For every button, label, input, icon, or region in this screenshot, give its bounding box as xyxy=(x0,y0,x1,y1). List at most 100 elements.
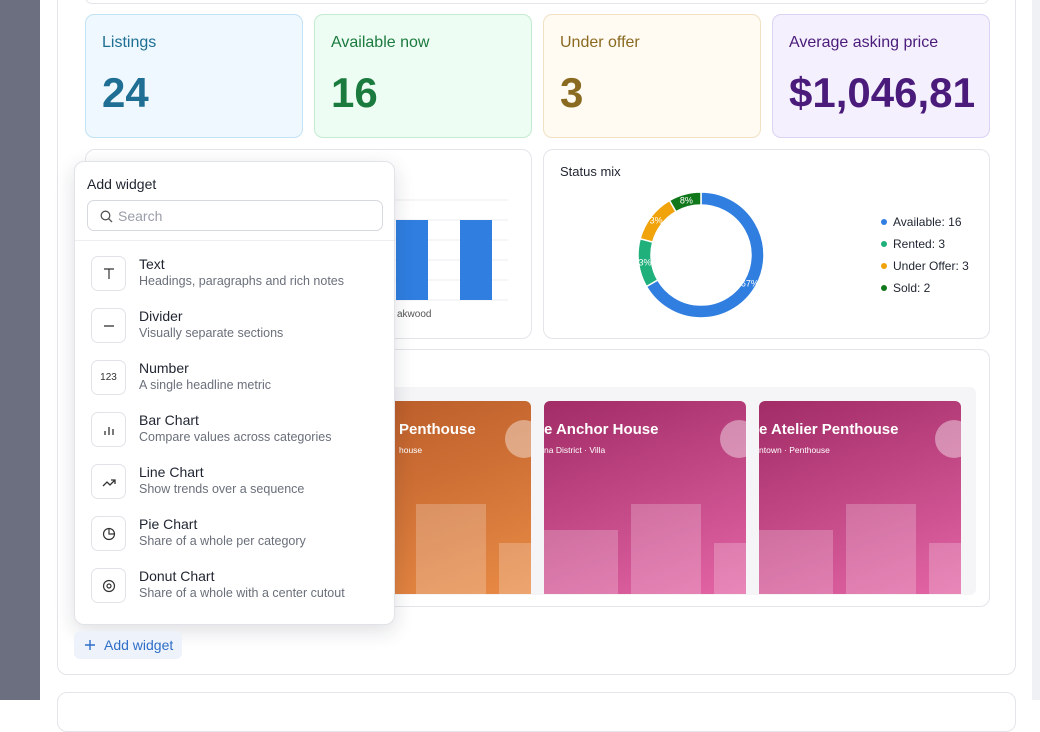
legend-label: Under Offer: 3 xyxy=(893,259,969,273)
next-section xyxy=(57,692,1016,732)
item-title: Number xyxy=(139,360,189,376)
building xyxy=(846,504,916,594)
item-icon xyxy=(91,308,126,343)
item-icon xyxy=(91,516,126,551)
stat-card: Under offer 3 xyxy=(543,14,761,138)
icon xyxy=(102,527,115,540)
property-title: e Atelier Penthouse xyxy=(759,421,899,438)
x-tick-label: akwood xyxy=(397,309,431,320)
item-description: Compare values across categories xyxy=(139,430,332,444)
menu-item[interactable]: Pie Chart Share of a whole per category xyxy=(75,510,394,562)
divider xyxy=(75,240,394,241)
header-card xyxy=(85,0,989,4)
value-label: 8% xyxy=(680,195,693,205)
item-description: Headings, paragraphs and rich notes xyxy=(139,274,344,288)
item-title: Text xyxy=(139,256,165,272)
donut-card: Status mix 67% Available: 16 3% Rented: 3 3%… xyxy=(543,149,990,339)
icon xyxy=(103,267,114,279)
stat-value: 3 xyxy=(560,69,584,116)
menu-item[interactable]: Donut Chart Share of a whole with a cente… xyxy=(75,562,394,614)
icon-text: 123 xyxy=(100,372,117,383)
legend-swatch xyxy=(881,219,887,225)
building xyxy=(416,504,486,594)
icon xyxy=(103,324,114,327)
donut-segment xyxy=(668,191,702,213)
icon xyxy=(103,426,114,435)
building xyxy=(499,543,531,594)
item-icon xyxy=(91,568,126,603)
property-subtitle: ntown · Penthouse xyxy=(759,445,830,455)
property-subtitle: na District · Villa xyxy=(544,445,606,455)
stat-label: Average asking price xyxy=(789,34,939,51)
legend-label: Available: 16 xyxy=(893,215,962,229)
dashboard-section xyxy=(57,0,1016,675)
legend-swatch xyxy=(881,285,887,291)
bar-chart: akwood xyxy=(386,199,508,320)
value-label: 67% xyxy=(741,278,759,288)
property-subtitle: house xyxy=(399,445,423,455)
stat-label: Listings xyxy=(102,34,157,51)
stat-card: Available now 16 xyxy=(314,14,532,138)
building xyxy=(631,504,701,594)
add-widget-button[interactable]: Add widget xyxy=(74,631,182,659)
item-description: Share of a whole with a center cutout xyxy=(139,586,345,600)
menu-item[interactable]: Text Headings, paragraphs and rich notes xyxy=(75,250,394,302)
donut-chart: 67% Available: 16 3% Rented: 3 3% Under Offer… xyxy=(637,191,969,319)
legend-label: Rented: 3 xyxy=(893,237,945,251)
building xyxy=(544,530,618,594)
menu-title: Add widget xyxy=(87,176,157,192)
property-title: Penthouse xyxy=(399,421,476,438)
building xyxy=(759,530,833,594)
bar xyxy=(396,220,428,300)
sidebar xyxy=(0,0,40,700)
item-icon xyxy=(91,256,126,291)
building xyxy=(714,543,746,594)
stat-value: $1,046,81 xyxy=(789,69,974,116)
legend-swatch xyxy=(881,241,887,247)
item-icon: 123 xyxy=(91,360,126,395)
item-description: A single headline metric xyxy=(139,378,272,392)
property-card: e Anchor House na District · Villa xyxy=(544,401,746,594)
item-title: Line Chart xyxy=(139,464,204,480)
item-title: Pie Chart xyxy=(139,516,198,532)
stat-label: Under offer xyxy=(560,34,640,51)
avatar xyxy=(935,420,961,458)
menu-item[interactable]: 123 Number A single headline metric xyxy=(75,354,394,406)
value-label: 3% xyxy=(638,257,651,267)
add-widget-menu: Add widget Search Text Headings, paragrap… xyxy=(74,161,395,625)
item-description: Show trends over a sequence xyxy=(139,482,305,496)
bar xyxy=(460,220,492,300)
item-description: Share of a whole per category xyxy=(139,534,306,548)
menu-item[interactable]: Bar Chart Compare values across categorie… xyxy=(75,406,394,458)
property-card: e Atelier Penthouse ntown · Penthouse xyxy=(759,401,961,594)
legend-swatch xyxy=(881,263,887,269)
menu-item[interactable]: Divider Visually separate sections xyxy=(75,302,394,354)
item-icon xyxy=(91,464,126,499)
card-title: Status mix xyxy=(560,164,621,179)
icon xyxy=(102,478,116,486)
property-title: e Anchor House xyxy=(544,421,659,438)
stat-value: 24 xyxy=(102,69,149,116)
legend-label: Sold: 2 xyxy=(893,281,931,295)
item-description: Visually separate sections xyxy=(139,326,284,340)
avatar xyxy=(720,420,746,458)
button-label: Add widget xyxy=(104,637,174,653)
search-box[interactable]: Search xyxy=(87,200,383,231)
search-icon xyxy=(100,210,113,223)
item-icon xyxy=(91,412,126,447)
stat-label: Available now xyxy=(331,34,430,51)
item-title: Bar Chart xyxy=(139,412,199,428)
item-title: Divider xyxy=(139,308,183,324)
search-placeholder: Search xyxy=(118,208,163,224)
value-label: 3% xyxy=(650,216,663,226)
menu-item[interactable]: Line Chart Show trends over a sequence xyxy=(75,458,394,510)
avatar xyxy=(505,420,531,458)
icon xyxy=(102,579,115,592)
plus-icon xyxy=(85,640,95,650)
building xyxy=(929,543,961,594)
stat-card: Average asking price $1,046,81 xyxy=(772,14,990,138)
stat-value: 16 xyxy=(331,69,378,116)
item-title: Donut Chart xyxy=(139,568,215,584)
scrollbar xyxy=(1032,0,1040,700)
